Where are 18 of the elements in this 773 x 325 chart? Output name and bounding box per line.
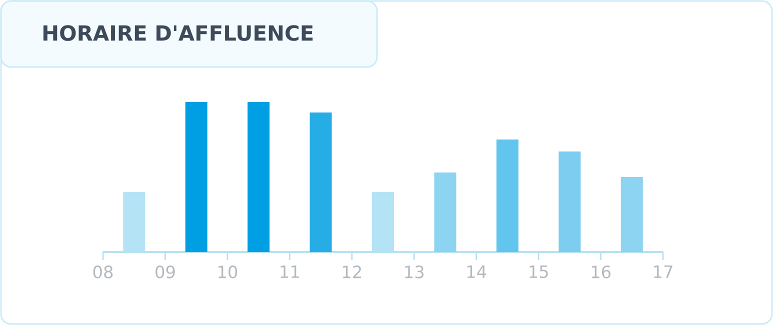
x-tick-label: 09	[156, 266, 175, 278]
bar	[185, 102, 208, 252]
bar	[620, 177, 643, 252]
x-tick-label: 08	[93, 266, 113, 278]
x-tick-label: 12	[342, 266, 361, 278]
x-tick-label: 16	[592, 266, 610, 278]
chart-title: HORAIRE D'AFFLUENCE	[43, 25, 313, 41]
x-tick-label: 10	[218, 266, 238, 278]
x-tick-label: 13	[405, 266, 424, 278]
x-tick-label: 11	[280, 266, 299, 278]
bar	[248, 102, 270, 252]
bar	[558, 152, 581, 252]
bar	[496, 140, 518, 252]
x-tick-label: 15	[530, 266, 548, 278]
bar	[310, 112, 332, 252]
x-tick-label: 14	[467, 266, 486, 278]
x-tick-label: 17	[654, 266, 672, 278]
bar	[434, 172, 456, 252]
